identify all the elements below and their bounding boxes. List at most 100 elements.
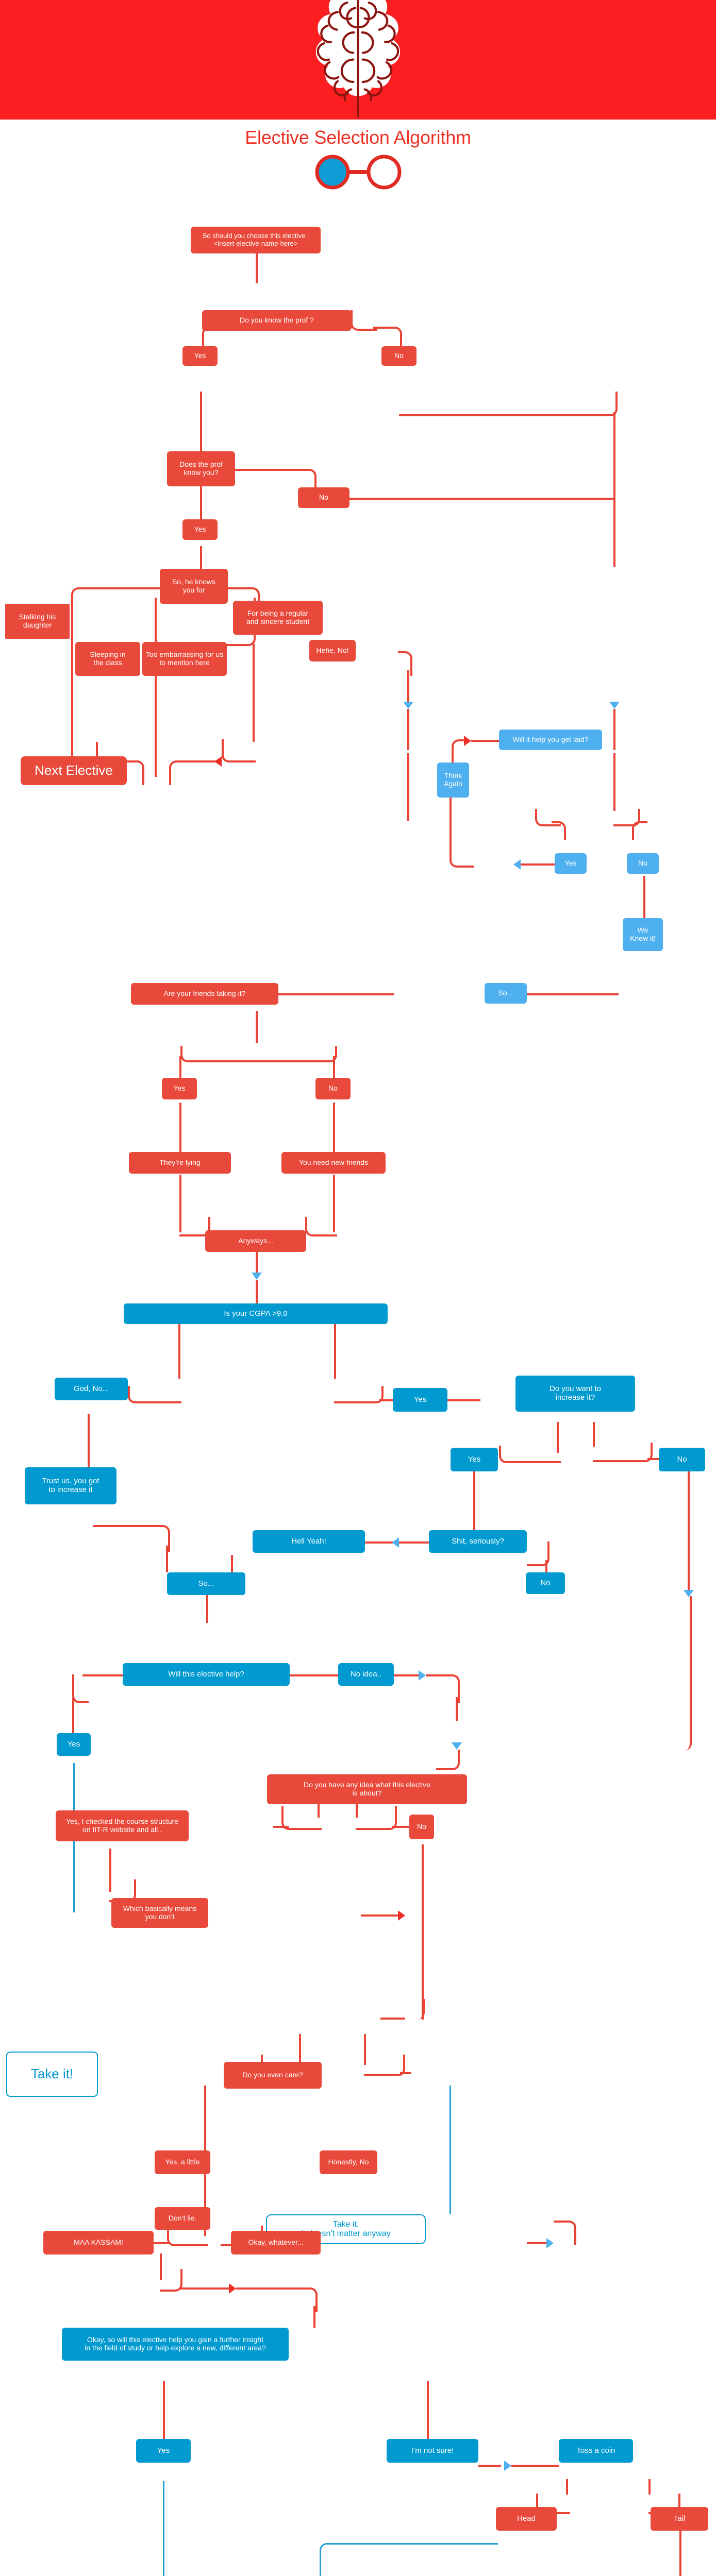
node-line-1: For being a regular	[247, 609, 309, 618]
node-no-2[interactable]: No	[298, 487, 349, 508]
node-cgpa-question[interactable]: Is your CGPA >9.0	[124, 1303, 388, 1324]
connector	[613, 809, 640, 826]
node-no-1[interactable]: No	[381, 346, 417, 366]
connector	[407, 753, 409, 821]
node-get-laid[interactable]: Will it help you get laid?	[499, 730, 602, 750]
connector	[163, 2381, 165, 2439]
node-yes-laid[interactable]: Yes	[555, 853, 587, 874]
node-start[interactable]: So should you choose this elective : <in…	[191, 227, 321, 253]
node-label: No	[328, 1084, 338, 1093]
node-dont-lie[interactable]: Don’t lie.	[155, 2207, 210, 2230]
node-any-idea-about[interactable]: Do you have any idea what this elective …	[267, 1774, 467, 1804]
node-no-increase[interactable]: No	[659, 1448, 705, 1471]
connector	[155, 598, 186, 646]
node-we-knew-it[interactable]: We Knew it!	[623, 918, 663, 951]
node-next-elective-1[interactable]: Next Elective	[21, 756, 127, 785]
connector	[154, 2242, 170, 2244]
node-anyways[interactable]: Anyways...	[205, 1230, 306, 1252]
connector	[613, 753, 615, 811]
connector	[478, 2465, 501, 2467]
node-line-2: It doesn’t matter anyway	[301, 2229, 391, 2238]
connector	[373, 327, 402, 349]
connector	[511, 2465, 559, 2467]
node-shit-seriously[interactable]: Shit, seriously?	[429, 1530, 527, 1553]
node-regular-sincere-student[interactable]: For being a regular and sincere student	[233, 601, 323, 635]
node-okay-whatever[interactable]: Okay, whatever...	[231, 2231, 321, 2255]
node-friends-taking-it[interactable]: Are your friends taking it?	[131, 983, 278, 1005]
node-which-means-you-dont[interactable]: Which basically means you don’t	[111, 1898, 208, 1928]
node-so-1[interactable]: So...	[485, 983, 527, 1004]
node-checked-course-structure[interactable]: Yes, I checked the course structure on I…	[56, 1810, 189, 1841]
node-no-friends[interactable]: No	[315, 1078, 351, 1099]
node-further-insight-question[interactable]: Okay, so will this elective help you gai…	[62, 2328, 289, 2361]
node-take-it-1[interactable]: Take it!	[6, 2052, 98, 2097]
node-label: Yes	[413, 1395, 427, 1404]
connector	[305, 1217, 337, 1236]
node-yes-1[interactable]: Yes	[182, 346, 218, 366]
node-yes-friends[interactable]: Yes	[162, 1078, 197, 1099]
connector	[93, 1525, 158, 1527]
node-label: Take it!	[30, 2066, 74, 2082]
arrow-head	[214, 756, 222, 767]
node-label: No	[638, 859, 647, 868]
connector	[154, 1525, 170, 1552]
node-theyre-lying[interactable]: They’re lying	[129, 1152, 231, 1174]
node-honestly-no[interactable]: Honestly, No	[320, 2150, 377, 2174]
node-label: Yes	[157, 2446, 170, 2455]
node-yes-2[interactable]: Yes	[182, 519, 218, 540]
connector	[179, 1217, 210, 1236]
node-yes-help[interactable]: Yes	[57, 1733, 91, 1756]
node-no-laid[interactable]: No	[627, 853, 659, 874]
node-yes-a-little[interactable]: Yes, a little	[155, 2150, 210, 2174]
connector	[407, 670, 409, 706]
connector	[273, 1826, 289, 1828]
node-yes-increase[interactable]: Yes	[451, 1448, 498, 1471]
node-prof-know-you[interactable]: Does the prof know you?	[167, 451, 235, 486]
arrow-head	[229, 2283, 236, 2294]
connector	[320, 2562, 321, 2576]
node-no-any-idea[interactable]: No	[409, 1815, 434, 1839]
node-trust-us-increase[interactable]: Trust us, you got to increase it	[25, 1467, 116, 1504]
node-line-1: Yes, I checked the course structure	[65, 1817, 179, 1826]
node-too-embarrassing[interactable]: Too embarrassing for us to mention here	[142, 642, 227, 676]
node-label: Hehe, No!	[316, 646, 349, 655]
node-yes-final[interactable]: Yes	[136, 2439, 191, 2463]
node-sleeping-in-class[interactable]: Sleeping in the class	[75, 642, 140, 676]
node-hell-yeah[interactable]: Hell Yeah!	[253, 1530, 365, 1553]
node-head[interactable]: Head	[496, 2507, 557, 2531]
arrow-head	[464, 736, 471, 746]
node-line-2: increase it?	[555, 1393, 595, 1402]
connector	[333, 1056, 335, 1078]
connector	[427, 2381, 429, 2439]
node-god-no[interactable]: God, No...	[55, 1378, 128, 1400]
node-know-prof[interactable]: Do you know the prof ?	[202, 310, 352, 331]
node-line-2: know you?	[184, 468, 219, 477]
node-hehe-no[interactable]: Hehe, No!	[309, 640, 356, 662]
connector	[557, 1422, 559, 1453]
node-tail[interactable]: Tail	[651, 2507, 708, 2531]
connector	[392, 1674, 422, 1676]
connector	[222, 739, 256, 762]
node-im-not-sure[interactable]: I’m not sure!	[387, 2439, 478, 2463]
node-he-knows-you-for[interactable]: So, he knows you for	[160, 569, 228, 604]
node-no-idea[interactable]: No idea..	[338, 1663, 394, 1686]
node-line-2: and sincere student	[246, 617, 310, 625]
node-line-1: So, he knows	[172, 578, 216, 586]
connector	[256, 1011, 258, 1043]
node-think-again[interactable]: Think Again	[437, 762, 469, 798]
node-elective-help[interactable]: Will this elective help?	[123, 1663, 290, 1686]
node-no-shit[interactable]: No	[526, 1572, 565, 1594]
node-want-increase[interactable]: Do you want to increase it?	[515, 1376, 635, 1412]
node-do-you-even-care[interactable]: Do you even care?	[224, 2062, 322, 2089]
node-so-2[interactable]: So...	[167, 1572, 245, 1595]
node-toss-a-coin[interactable]: Toss a coin	[559, 2439, 633, 2463]
node-need-new-friends[interactable]: You need new friends	[281, 1152, 386, 1174]
node-stalking-daughter[interactable]: Stalking his daughter	[5, 604, 70, 639]
connector	[109, 1849, 111, 1892]
node-maa-kassam[interactable]: MAA KASSAM!	[43, 2231, 154, 2255]
node-label: Yes	[194, 525, 206, 534]
connector	[392, 1999, 425, 2020]
connector	[446, 1399, 480, 1401]
node-label: Do you know the prof ?	[240, 316, 314, 325]
node-yes-cgpa[interactable]: Yes	[393, 1388, 447, 1412]
